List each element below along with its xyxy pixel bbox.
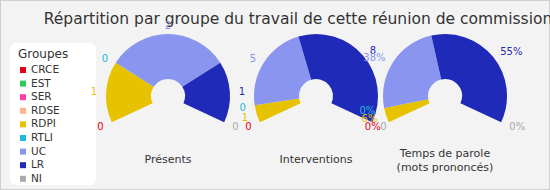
legend-marker <box>20 162 26 168</box>
legend-label: CRCE <box>31 63 59 75</box>
value-label: 0% <box>509 121 525 132</box>
chart-title: Présents <box>144 153 191 166</box>
value-label: 0 <box>102 53 108 64</box>
legend-marker <box>20 149 26 155</box>
legend-marker <box>20 67 26 73</box>
value-label: 0 <box>97 121 103 132</box>
segment <box>298 34 378 122</box>
value-label: 0 <box>232 121 238 132</box>
legend-label: RDPI <box>31 117 56 129</box>
value-label: 55% <box>500 46 522 57</box>
legend-marker <box>20 121 26 127</box>
legend-marker <box>20 94 26 100</box>
segment <box>431 34 507 122</box>
gauge: 010580Interventions <box>239 34 386 166</box>
legend-title: Groupes <box>18 47 68 61</box>
value-label: 0% <box>359 105 375 116</box>
chart-subtitle: (mots prononcés) <box>397 161 494 174</box>
legend-marker <box>20 81 26 87</box>
value-label: 1 <box>91 86 97 97</box>
legend-label: EST <box>31 77 51 89</box>
legend-label: NI <box>31 172 42 184</box>
legend: Groupes CRCE ESTSER RDSERDPI RTLI UCLR NI <box>10 43 96 185</box>
value-label: 0 <box>380 121 386 132</box>
chart-title: Temps de parole <box>399 147 491 160</box>
value-label: 0 <box>245 121 251 132</box>
value-label: 1 <box>239 86 245 97</box>
value-label: 2 <box>165 20 171 31</box>
value-label: 1 <box>242 112 248 123</box>
legend-label: UC <box>31 145 46 157</box>
background <box>1 1 550 190</box>
legend-marker <box>20 176 26 182</box>
gauge: 0%6%0%38%55%0%Temps de parole(mots prono… <box>359 34 525 174</box>
gauge: 010210Présents <box>91 20 245 166</box>
segment <box>182 63 230 123</box>
chart: Répartition par groupe du travail de cet… <box>0 0 550 190</box>
legend-marker <box>20 108 26 114</box>
value-label: 5 <box>250 53 256 64</box>
legend-label: LR <box>31 158 44 170</box>
legend-label: RDSE <box>31 104 60 116</box>
value-label: 38% <box>363 52 385 63</box>
value-label: 0 <box>239 102 245 113</box>
legend-label: SER <box>31 90 52 102</box>
title: Répartition par groupe du travail de cet… <box>44 10 550 28</box>
legend-label: RTLI <box>31 131 53 143</box>
segment <box>383 36 441 108</box>
legend-box <box>10 43 96 185</box>
chart-title: Interventions <box>280 153 353 166</box>
legend-marker <box>20 135 26 141</box>
